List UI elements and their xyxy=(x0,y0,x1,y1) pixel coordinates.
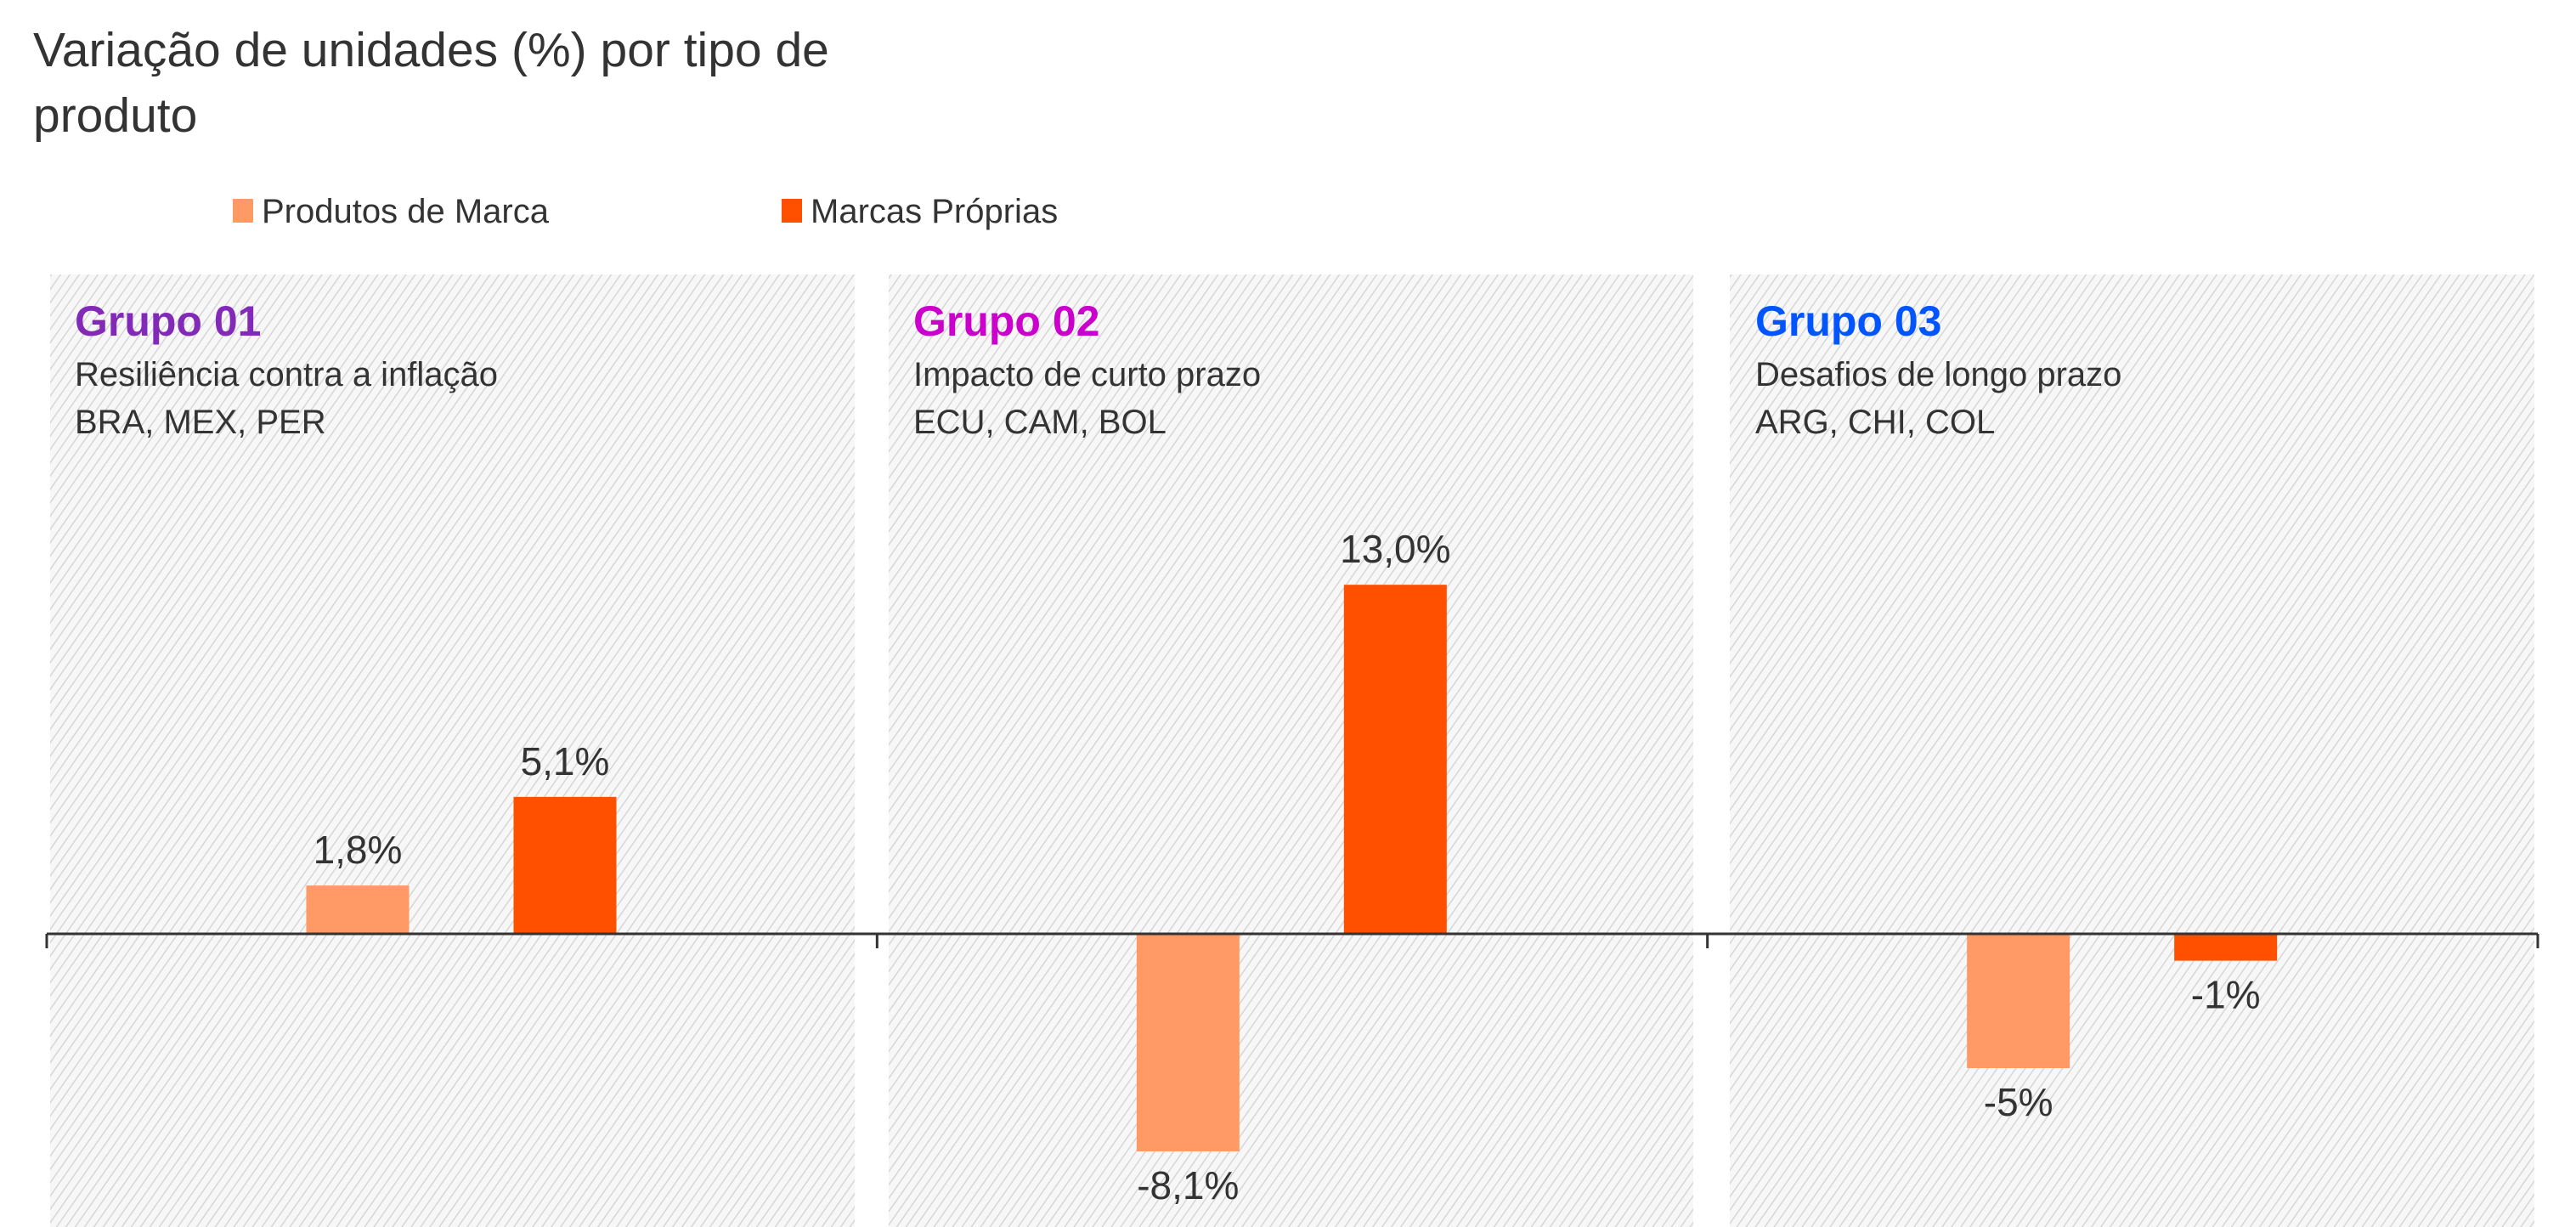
data-label-group-1-series-1: 1,8% xyxy=(314,828,403,872)
chart-title-line-1: Variação de unidades (%) por tipo de xyxy=(33,23,829,77)
group-3-title: Grupo 03 xyxy=(1755,297,1941,345)
chart-title-line-2: produto xyxy=(33,88,197,143)
bar-group-2-series-2 xyxy=(1343,585,1447,934)
data-label-group-3-series-1: -5% xyxy=(1984,1080,2053,1124)
data-label-group-1-series-2: 5,1% xyxy=(521,739,610,783)
group-1-panel xyxy=(50,274,855,1227)
group-1-title: Grupo 01 xyxy=(75,297,261,345)
data-label-group-2-series-2: 13,0% xyxy=(1340,527,1450,571)
group-1-subtitle: Resiliência contra a inflação xyxy=(75,356,498,393)
legend: Produtos de Marca Marcas Próprias xyxy=(233,193,1058,230)
bar-group-1-series-1 xyxy=(306,885,410,934)
bar-group-3-series-1 xyxy=(1967,934,2070,1068)
bar-group-3-series-2 xyxy=(2174,934,2278,961)
panels xyxy=(50,274,2534,1227)
legend-swatch-marcas-proprias xyxy=(782,199,802,223)
group-2-panel xyxy=(889,274,1693,1227)
group-3-subtitle: Desafios de longo prazo xyxy=(1755,356,2121,393)
group-2-title: Grupo 02 xyxy=(913,297,1099,345)
group-3-countries: ARG, CHI, COL xyxy=(1755,404,1995,441)
axis xyxy=(45,932,2539,948)
legend-label-produtos-de-marca: Produtos de Marca xyxy=(262,193,550,230)
group-headers: Grupo 01 Resiliência contra a inflação B… xyxy=(75,297,2121,441)
data-label-group-2-series-1: -8,1% xyxy=(1137,1163,1239,1207)
bar-group-1-series-2 xyxy=(513,796,617,934)
group-1-countries: BRA, MEX, PER xyxy=(75,404,326,441)
legend-swatch-produtos-de-marca xyxy=(233,199,253,223)
group-2-countries: ECU, CAM, BOL xyxy=(913,404,1167,441)
bars: 1,8% -8,1% -5% 5,1% 13,0% -1% xyxy=(306,527,2278,1207)
group-3-panel xyxy=(1730,274,2534,1227)
legend-label-marcas-proprias: Marcas Próprias xyxy=(811,193,1058,230)
data-label-group-3-series-2: -1% xyxy=(2191,973,2261,1017)
group-2-subtitle: Impacto de curto prazo xyxy=(913,356,1261,393)
bar-group-2-series-1 xyxy=(1136,934,1240,1151)
